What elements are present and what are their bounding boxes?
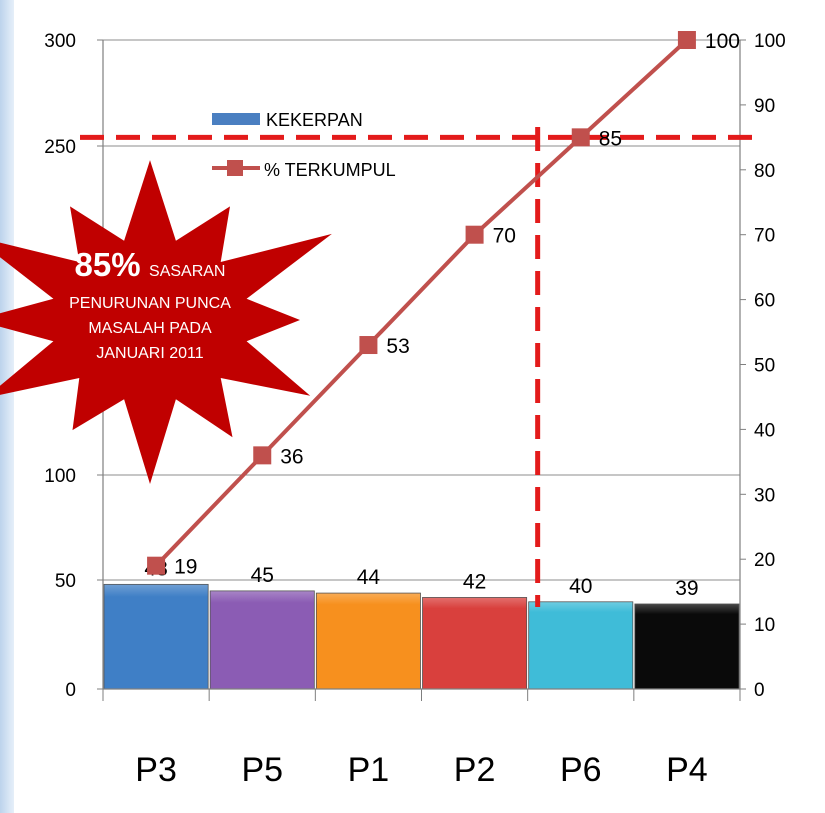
bar-P6	[528, 601, 634, 690]
legend-label-line: % TERKUMPUL	[264, 160, 396, 180]
bar-value-label: 42	[463, 570, 486, 593]
y-left-tick-label: 50	[55, 571, 76, 592]
starburst-shape	[0, 160, 332, 484]
y-left-tick-label: 0	[65, 680, 76, 701]
legend-swatch-marker	[227, 160, 243, 176]
line-marker-P1	[359, 336, 378, 355]
x-tick-label: P1	[348, 751, 390, 789]
y-right-tick-label: 50	[754, 356, 775, 377]
starburst-line-2: MASALAH PADA	[88, 320, 212, 337]
grid-layer	[103, 39, 740, 581]
line-marker-P2	[465, 225, 484, 244]
bar-P2	[422, 597, 528, 690]
starburst-line-1: PENURUNAN PUNCA	[69, 295, 231, 312]
bar-value-label: 39	[675, 577, 698, 600]
y-right-tick-label: 30	[754, 485, 775, 506]
reference-lines-layer	[80, 127, 760, 607]
y-right-tick-label: 10	[754, 615, 775, 636]
bar-P4	[634, 603, 740, 690]
bar-value-label: 40	[569, 575, 592, 598]
y-right-tick-label: 70	[754, 226, 775, 247]
line-value-label: 100	[705, 30, 740, 53]
y-right-tick-label: 20	[754, 550, 775, 571]
line-marker-P6	[571, 128, 590, 147]
starburst-highlight: 85%	[75, 246, 141, 283]
line-marker-P3	[147, 556, 166, 575]
x-tick-label: P4	[666, 751, 708, 789]
line-layer: 19 36 53 70 85 100	[147, 30, 740, 579]
x-tick-label: P6	[560, 751, 602, 789]
starburst-title: 85% SASARAN	[75, 246, 226, 283]
x-tick-label: P5	[241, 751, 283, 789]
bar-P1	[315, 592, 421, 690]
y-right-tick-label: 100	[754, 31, 786, 52]
x-tick-label: P3	[135, 751, 177, 789]
line-value-label: 36	[280, 445, 303, 468]
x-tick-label: P2	[454, 751, 496, 789]
y-right-tick-label: 40	[754, 420, 775, 441]
y-right-tick-label: 0	[754, 680, 765, 701]
legend: KEKERPAN % TERKUMPUL	[212, 110, 396, 180]
cumulative-line	[154, 38, 689, 568]
line-value-label: 85	[599, 127, 622, 150]
line-value-label: 19	[174, 556, 197, 579]
legend-label-bar: KEKERPAN	[266, 110, 363, 130]
line-marker-P5	[253, 446, 272, 465]
legend-swatch-bar	[212, 113, 260, 125]
axes-layer: 0 50 100 250 300 0 10 20 30 40 50 60 70 80 90 100 P3 P5 P1…	[44, 31, 785, 789]
y-left-tick-label: 250	[44, 137, 76, 158]
line-marker-P4	[677, 31, 696, 49]
y-left-tick-label: 100	[44, 466, 76, 487]
bar-P5	[209, 590, 315, 690]
y-right-tick-label: 60	[754, 291, 775, 312]
y-left-tick-label: 300	[44, 31, 76, 52]
line-value-label: 53	[386, 335, 409, 358]
bar-value-label: 44	[357, 566, 381, 589]
y-right-tick-label: 90	[754, 96, 775, 117]
bar-value-label: 45	[251, 564, 274, 587]
bar-P3	[103, 583, 209, 690]
starburst-line-3: JANUARI 2011	[96, 345, 203, 362]
y-right-tick-label: 80	[754, 161, 775, 182]
starburst-highlight-rest: SASARAN	[149, 263, 225, 280]
line-value-label: 70	[493, 225, 516, 248]
target-starburst: 85% SASARAN PENURUNAN PUNCA MASALAH PADA…	[0, 160, 332, 484]
